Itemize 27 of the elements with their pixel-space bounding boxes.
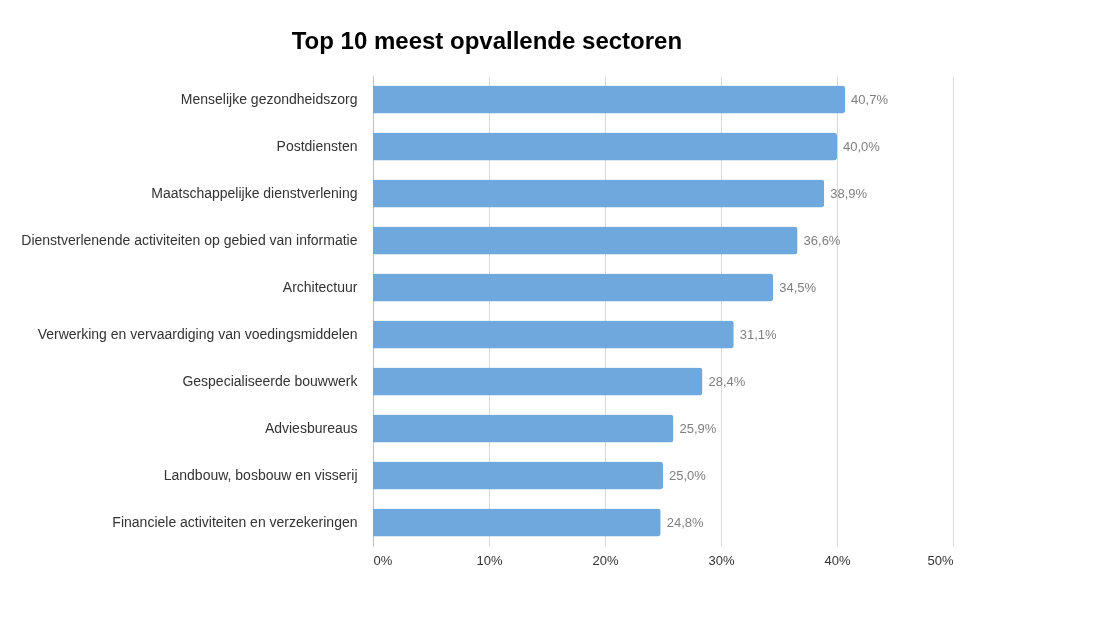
x-tick-label: 50% — [927, 552, 954, 568]
data-label: 25,9% — [679, 420, 717, 436]
data-label: 38,9% — [830, 185, 868, 201]
data-label: 28,4% — [708, 373, 746, 389]
x-tick-label: 10% — [476, 552, 503, 568]
data-label: 25,0% — [669, 467, 707, 483]
data-label: 40,7% — [851, 91, 889, 107]
data-label: 34,5% — [779, 279, 817, 295]
x-tick-label: 20% — [592, 552, 619, 568]
x-tick-label: 40% — [824, 552, 851, 568]
y-tick-label: Dienstverlenende activiteiten op gebied van informatie — [21, 231, 358, 248]
data-label: 40,0% — [843, 138, 881, 154]
y-tick-label: Gespecialiseerde bouwwerk — [182, 372, 359, 389]
data-label: 24,8% — [666, 514, 704, 530]
y-tick-label: Menselijke gezondheidszorg — [180, 90, 358, 107]
y-tick-label: Postdiensten — [276, 137, 358, 154]
y-tick-label: Architectuur — [282, 278, 358, 295]
y-tick-label: Financiele activiteiten en verzekeringen — [112, 513, 358, 530]
x-tick-label: 0% — [373, 552, 393, 568]
x-tick-label: 30% — [708, 552, 735, 568]
data-label: 31,1% — [739, 326, 778, 342]
y-tick-label: Landbouw, bosbouw en visserij — [163, 466, 358, 483]
chart-title: Top 10 meest opvallende sectoren — [291, 27, 683, 54]
y-tick-label: Verwerking en vervaardiging van voedingsmiddelen — [37, 325, 358, 342]
y-tick-label: Maatschappelijke dienstverlening — [151, 184, 358, 201]
y-tick-label: Adviesbureaus — [264, 419, 358, 436]
data-label: 36,6% — [803, 232, 841, 248]
